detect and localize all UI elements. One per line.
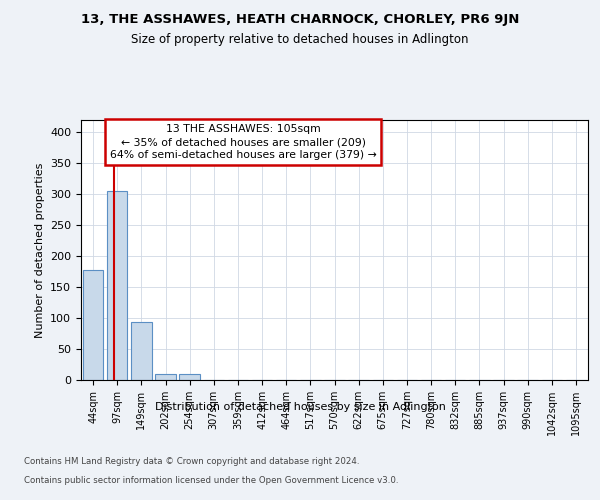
Text: Contains HM Land Registry data © Crown copyright and database right 2024.: Contains HM Land Registry data © Crown c…: [24, 458, 359, 466]
Text: Contains public sector information licensed under the Open Government Licence v3: Contains public sector information licen…: [24, 476, 398, 485]
Bar: [155, 374, 176, 380]
Y-axis label: Number of detached properties: Number of detached properties: [35, 162, 44, 338]
Bar: [179, 374, 200, 380]
Bar: [131, 322, 152, 380]
Text: 13 THE ASSHAWES: 105sqm
← 35% of detached houses are smaller (209)
64% of semi-d: 13 THE ASSHAWES: 105sqm ← 35% of detache…: [110, 124, 377, 160]
Text: 13, THE ASSHAWES, HEATH CHARNOCK, CHORLEY, PR6 9JN: 13, THE ASSHAWES, HEATH CHARNOCK, CHORLE…: [81, 12, 519, 26]
Text: Distribution of detached houses by size in Adlington: Distribution of detached houses by size …: [155, 402, 445, 412]
Bar: [107, 191, 127, 380]
Bar: [83, 270, 103, 380]
Text: Size of property relative to detached houses in Adlington: Size of property relative to detached ho…: [131, 32, 469, 46]
